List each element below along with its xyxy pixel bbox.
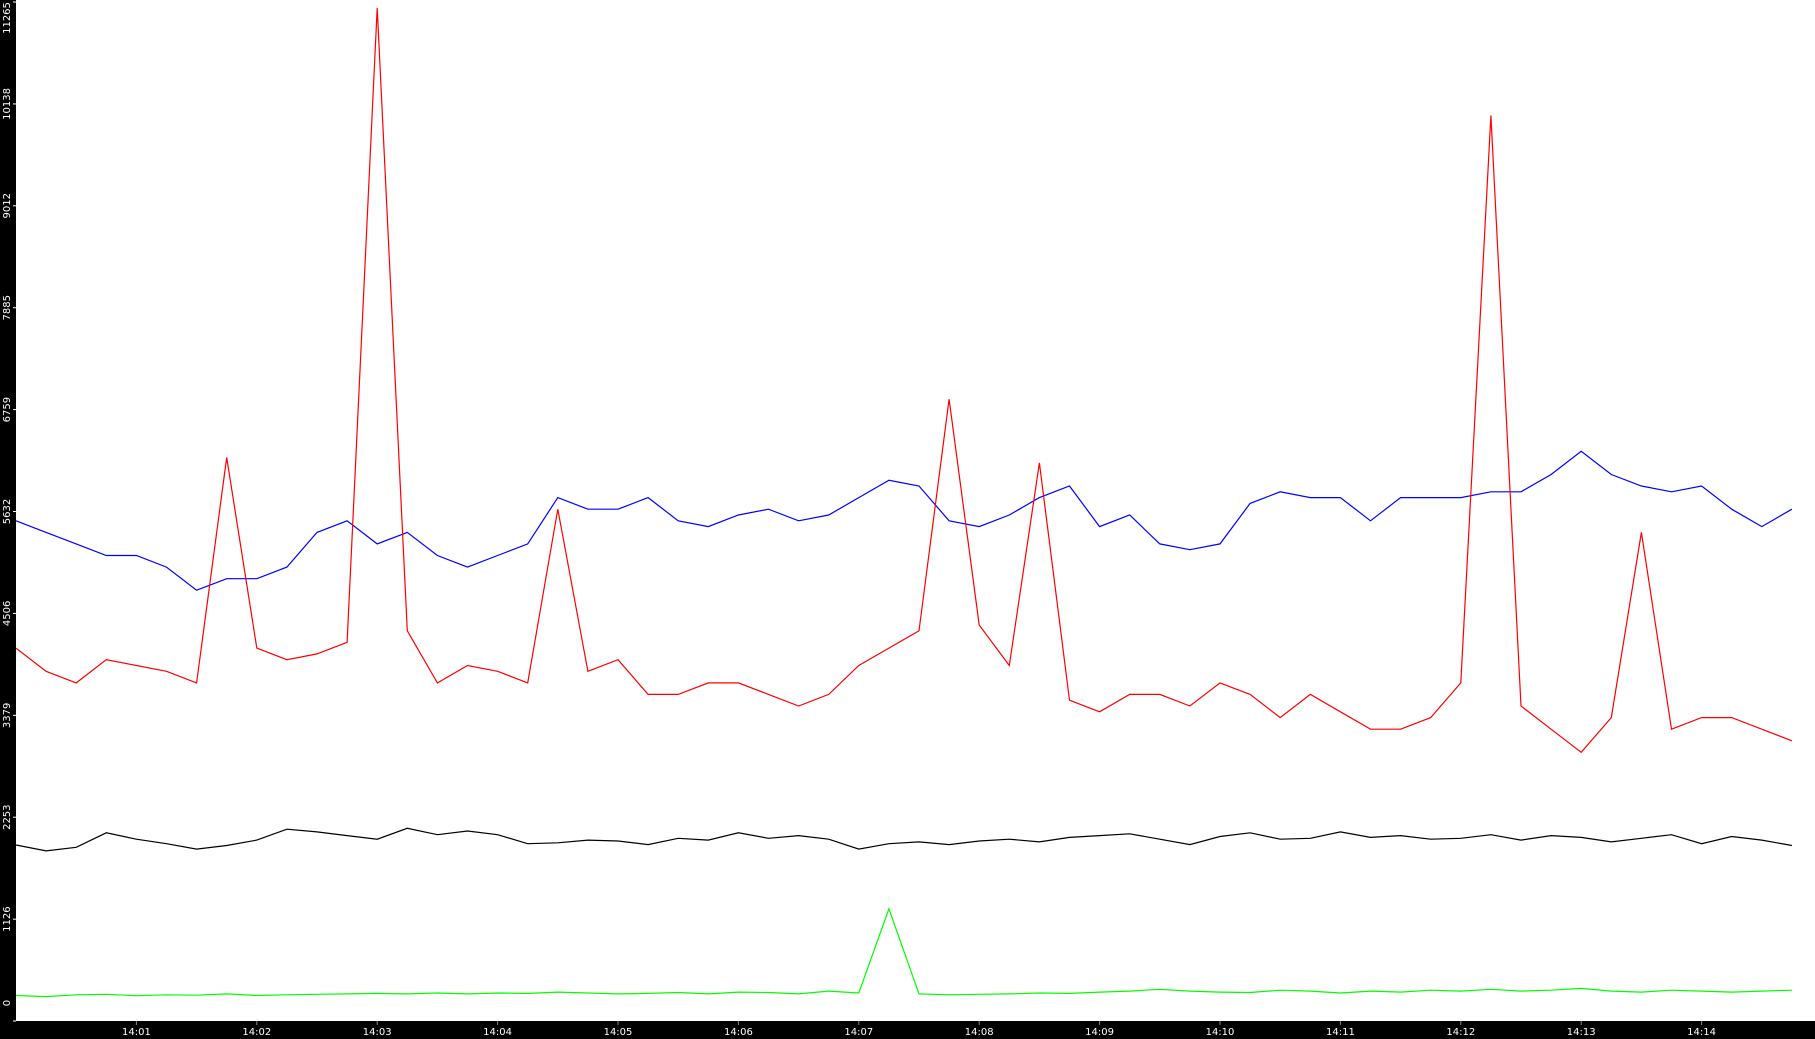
y-tick-label: 1126 [2, 906, 13, 931]
series-line [15, 827, 1793, 852]
y-tick-label: 5632 [2, 499, 13, 524]
series-line [15, 450, 1793, 591]
x-tick-label: 14:07 [844, 1027, 873, 1038]
x-tick-label: 14:03 [363, 1027, 392, 1038]
series-line [15, 7, 1793, 754]
x-tick-label: 14:14 [1687, 1027, 1716, 1038]
x-tick-label: 14:13 [1567, 1027, 1596, 1038]
x-tick-label: 14:09 [1085, 1027, 1114, 1038]
y-tick-label: 10138 [2, 88, 13, 120]
x-tick-label: 14:01 [122, 1027, 151, 1038]
y-tick-label: 4506 [2, 601, 13, 626]
x-tick-label: 14:04 [483, 1027, 512, 1038]
x-tick-label: 14:10 [1206, 1027, 1235, 1038]
series-line [15, 907, 1792, 998]
y-tick-label: 11265 [2, 2, 13, 34]
y-tick-label: 3379 [2, 703, 13, 728]
x-tick-label: 14:08 [965, 1027, 994, 1038]
y-tick-label: 7885 [2, 295, 13, 320]
x-tick-label: 14:02 [242, 1027, 271, 1038]
y-tick-label: 9012 [2, 193, 13, 218]
x-axis-strip [0, 1021, 1815, 1039]
y-tick-label: 6759 [2, 397, 13, 422]
x-tick-label: 14:11 [1326, 1027, 1355, 1038]
y-tick-label: 0 [2, 1000, 13, 1006]
y-tick-label: 2253 [2, 804, 13, 829]
x-tick-label: 14:12 [1446, 1027, 1475, 1038]
x-tick-label: 14:06 [724, 1027, 753, 1038]
x-tick-label: 14:05 [604, 1027, 633, 1038]
y-axis-strip [0, 0, 16, 1039]
